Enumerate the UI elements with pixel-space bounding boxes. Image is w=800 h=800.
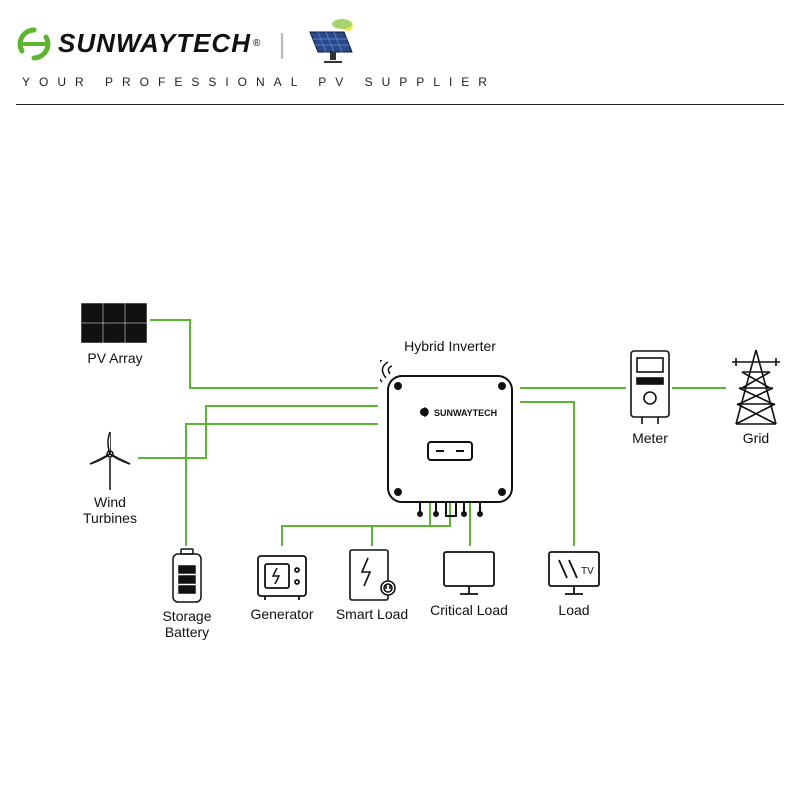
node-load: TV — [545, 548, 603, 603]
header-divider — [16, 104, 784, 105]
solar-panel-icon — [304, 18, 360, 69]
node-inverter: SUNWAYTECH — [380, 360, 520, 525]
registered-mark: ® — [253, 38, 260, 49]
node-battery — [170, 548, 204, 609]
divider: | — [278, 28, 285, 60]
label-pv: PV Array — [55, 350, 175, 366]
label-grid: Grid — [696, 430, 800, 446]
label-meter: Meter — [590, 430, 710, 446]
system-diagram: SUNWAYTECH Hybrid Inverter PV Array WindTur… — [0, 130, 800, 690]
node-grid — [728, 348, 784, 431]
node-critical_load — [440, 548, 498, 603]
label-inverter: Hybrid Inverter — [390, 338, 510, 354]
label-critical_load: Critical Load — [409, 602, 529, 618]
svg-text:SUNWAYTECH: SUNWAYTECH — [434, 408, 497, 418]
svg-text:TV: TV — [581, 566, 594, 577]
tagline: YOUR PROFESSIONAL PV SUPPLIER — [22, 75, 784, 89]
node-meter — [628, 348, 672, 431]
node-wind — [80, 430, 140, 495]
logo-row: SUNWAYTECH ® | — [16, 18, 784, 69]
header: SUNWAYTECH ® | YOUR PROFESSIONAL PV SUPP… — [16, 18, 784, 118]
node-generator — [255, 548, 309, 607]
company-name: SUNWAYTECH — [58, 28, 251, 59]
node-smart_load — [348, 548, 396, 607]
label-wind: WindTurbines — [50, 494, 170, 526]
label-load: Load — [514, 602, 634, 618]
company-logo-icon — [16, 26, 52, 62]
node-pv — [80, 302, 150, 351]
